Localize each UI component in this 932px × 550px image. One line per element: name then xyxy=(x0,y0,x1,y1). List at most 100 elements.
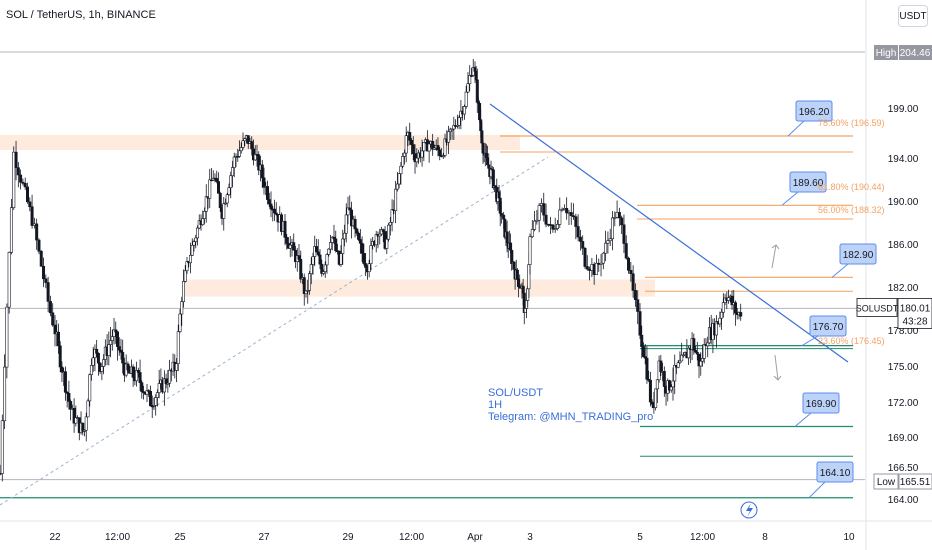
candle-body xyxy=(350,209,354,227)
candle-body xyxy=(19,174,23,183)
symbol-tag-bg xyxy=(856,297,898,317)
candle-body xyxy=(627,257,631,271)
candle-body xyxy=(535,219,539,222)
callout-pointer xyxy=(794,412,812,427)
candle-body xyxy=(558,209,562,225)
candle-body xyxy=(25,186,29,203)
candle-body xyxy=(203,211,207,219)
candle-body xyxy=(69,401,73,410)
callout-box xyxy=(816,461,854,483)
level-labels: 196.20 189.60 182.90 176.70 169.90 164.10 xyxy=(781,100,877,499)
candle-body xyxy=(583,248,587,267)
candle-body xyxy=(648,379,652,403)
candle-body xyxy=(192,241,196,246)
candle-body xyxy=(455,124,459,127)
candle-body xyxy=(636,299,640,312)
candle-body xyxy=(131,366,135,378)
candle-body xyxy=(148,390,152,407)
candle-body xyxy=(599,262,603,265)
candle-body xyxy=(14,151,18,169)
candle-body xyxy=(178,313,182,332)
candle-body xyxy=(65,391,69,394)
candle-body xyxy=(348,207,352,211)
candle-body xyxy=(733,302,737,314)
candle-body xyxy=(572,215,576,218)
candle-body xyxy=(413,153,417,163)
candle-body xyxy=(288,244,292,249)
candle-body xyxy=(650,401,654,405)
candle-body xyxy=(236,155,240,158)
level-callout: 189.60 xyxy=(781,171,827,206)
candle-body xyxy=(394,188,398,211)
candle-body xyxy=(231,167,235,177)
candle-body xyxy=(422,142,426,152)
candle-body xyxy=(468,75,472,85)
candle-body xyxy=(699,360,703,367)
candle-body xyxy=(631,273,635,291)
candle-body xyxy=(551,224,555,230)
callout-label: 182.90 xyxy=(843,250,874,261)
candle-body xyxy=(610,217,614,240)
low-tag-label-bg xyxy=(873,473,899,490)
candle-body xyxy=(427,143,431,152)
candle-body xyxy=(457,117,461,126)
candle-body xyxy=(533,220,537,230)
candle-body xyxy=(687,347,691,359)
fib-label: 56.00% (188.32) xyxy=(818,205,885,215)
candle-body xyxy=(112,329,116,337)
time-tick-label: 27 xyxy=(258,532,270,543)
supply-demand-zone xyxy=(0,135,520,150)
candle-body xyxy=(438,149,442,156)
callout-label: 176.70 xyxy=(813,322,844,333)
candle-body xyxy=(594,262,598,275)
currency-button[interactable]: USDT xyxy=(898,5,928,27)
callout-pointer xyxy=(781,191,799,206)
candle-body xyxy=(676,362,680,368)
last-price-bg xyxy=(897,297,932,329)
candle-body xyxy=(659,360,663,373)
callout-box xyxy=(802,392,840,414)
candle-body xyxy=(0,473,2,475)
candle-body xyxy=(655,379,659,390)
candle-body xyxy=(95,348,99,354)
price-tick-label: 172.00 xyxy=(888,398,919,409)
candle-body xyxy=(96,353,100,364)
price-tick-label: 194.00 xyxy=(888,154,919,165)
candle-body xyxy=(432,147,436,150)
candle-body xyxy=(262,177,266,188)
candle-body xyxy=(388,222,392,226)
candle-body xyxy=(110,336,114,341)
candles xyxy=(0,58,743,482)
candle-body xyxy=(7,252,11,308)
candle-body xyxy=(116,331,120,347)
callout-label: 164.10 xyxy=(820,468,851,479)
candle-body xyxy=(21,181,25,184)
candle-body xyxy=(447,131,451,143)
candle-body xyxy=(695,351,699,355)
price-tick-label: 175.00 xyxy=(888,362,919,373)
high-tag-value: 204.46 xyxy=(900,48,931,59)
candle-body xyxy=(702,344,706,359)
candle-body xyxy=(401,156,405,167)
projection-arrows xyxy=(771,244,782,381)
level-callout: 176.70 xyxy=(801,315,847,347)
candle-body xyxy=(304,290,308,294)
candle-body xyxy=(387,224,391,240)
candle-body xyxy=(530,229,534,237)
candle-body xyxy=(314,246,318,253)
candle-body xyxy=(374,234,378,246)
candle-body xyxy=(502,214,506,220)
candle-body xyxy=(126,363,130,371)
candle-body xyxy=(574,216,578,227)
candle-body xyxy=(402,152,406,157)
low-tag-label: Low xyxy=(877,477,896,488)
candle-body xyxy=(74,417,78,424)
candle-body xyxy=(88,374,92,402)
candle-body xyxy=(274,212,278,215)
candle-body xyxy=(633,290,637,301)
callout-pointer xyxy=(801,335,819,347)
low-tag-value: 165.51 xyxy=(900,477,931,488)
candle-body xyxy=(109,340,113,345)
